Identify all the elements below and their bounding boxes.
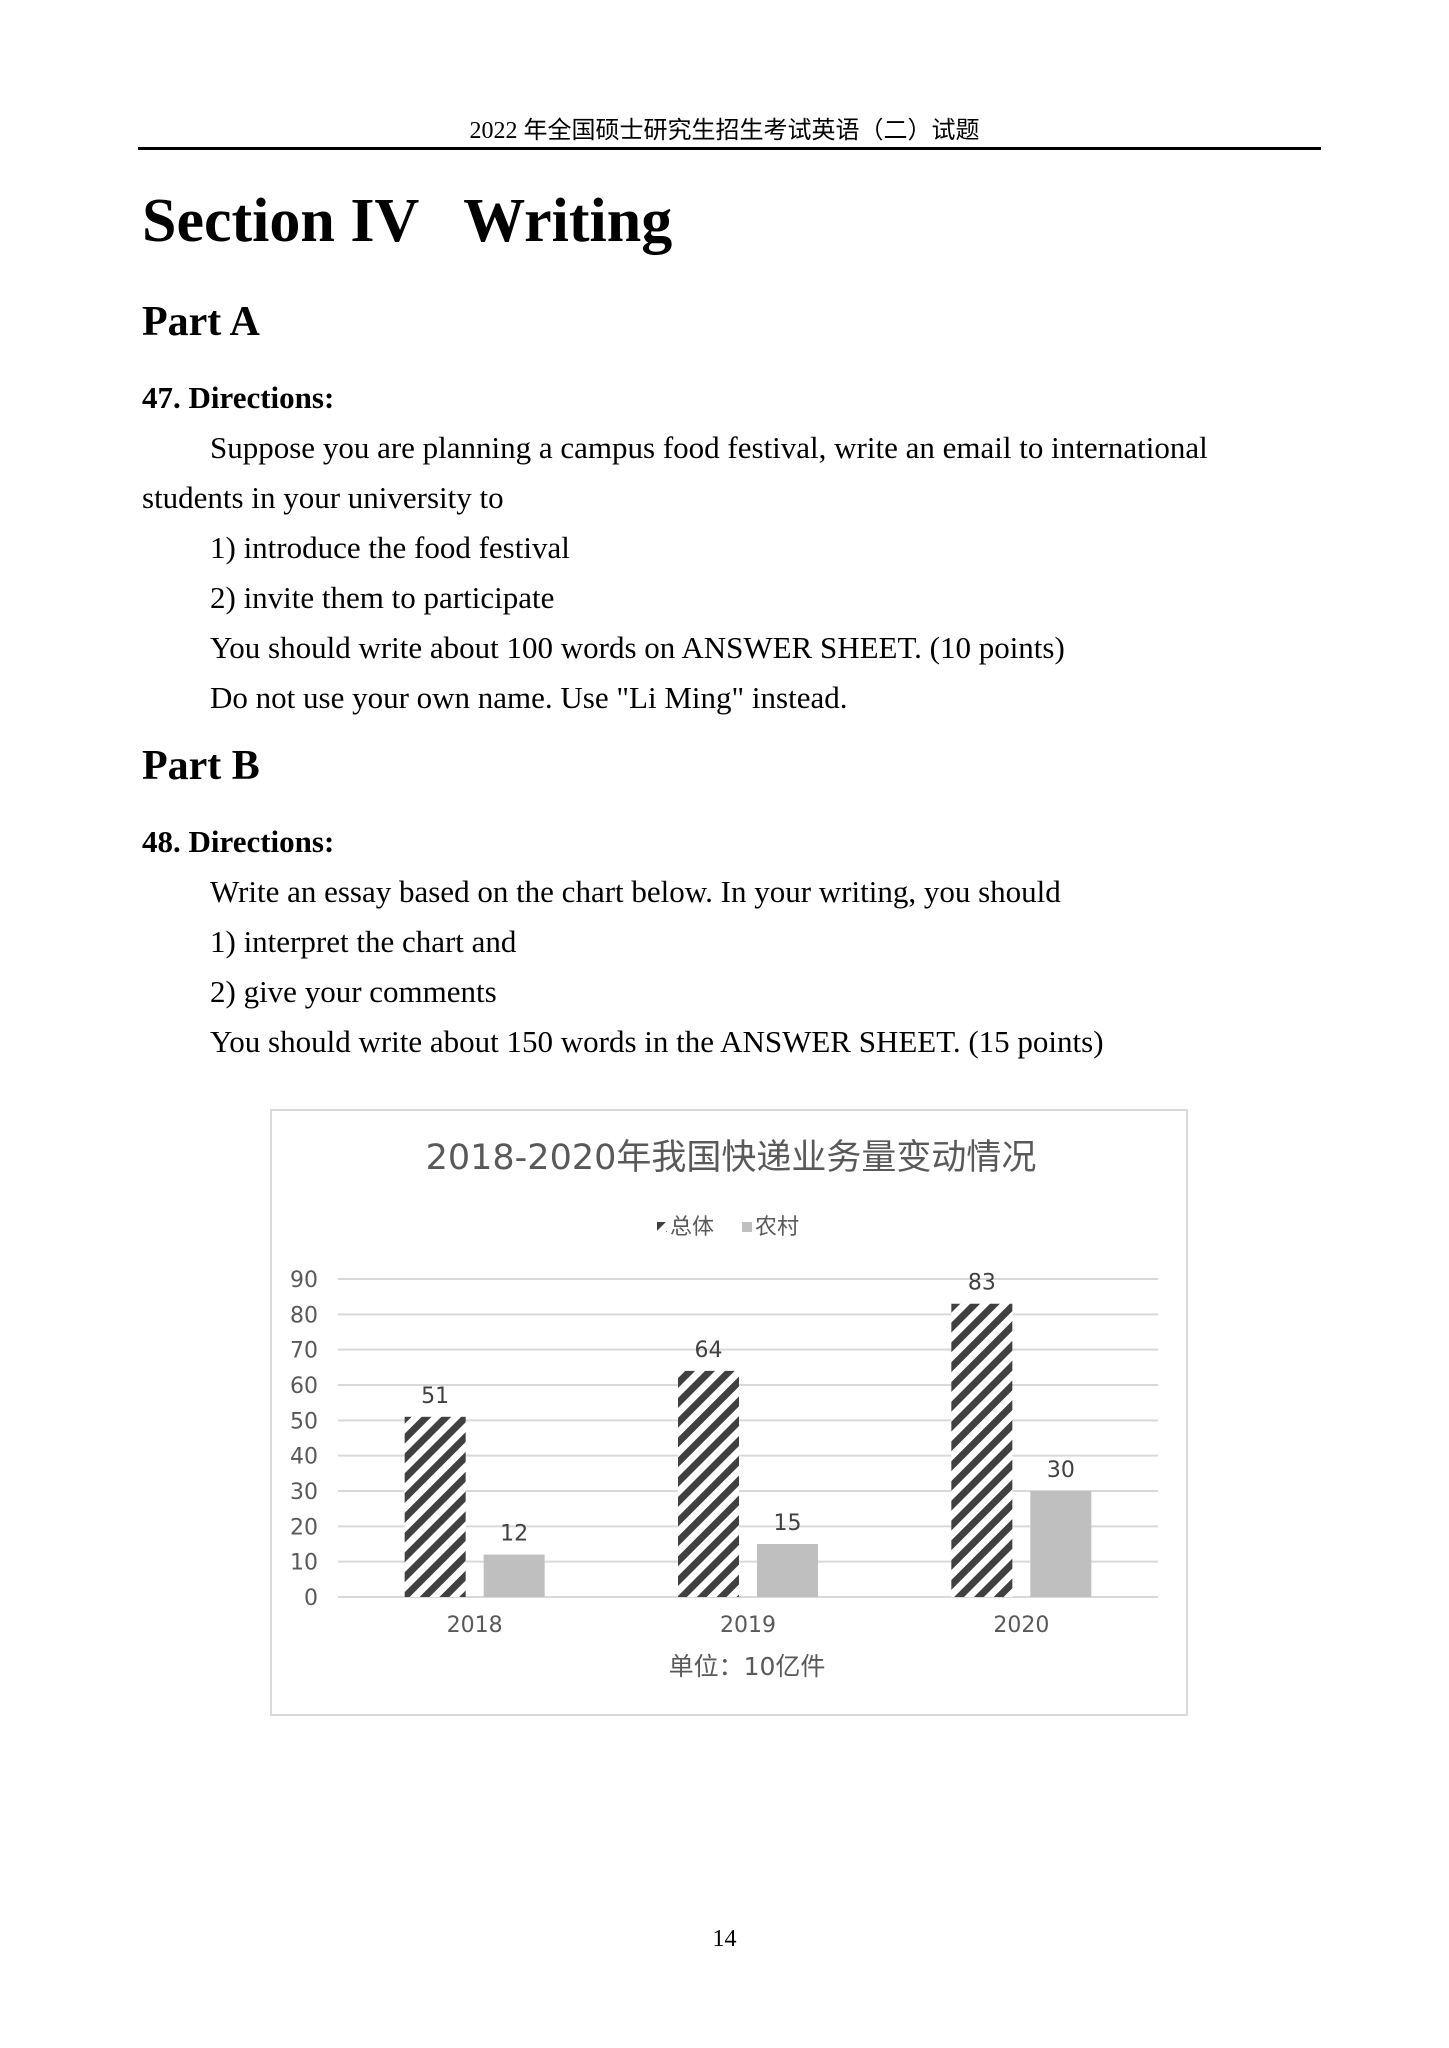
part-a-line: You should write about 100 words on ANSW…: [210, 630, 1065, 665]
legend-swatch-rural: [742, 1222, 752, 1232]
x-tick-label: 2020: [993, 1613, 1049, 1638]
section-number: Section IV: [142, 187, 420, 255]
bar-rural-2019: [757, 1544, 818, 1597]
y-tick-label: 30: [290, 1480, 318, 1505]
chart-container: 2018-2020年我国快递业务量变动情况总体 农村 0 10 20 30 40 50 60 70…: [270, 1109, 1188, 1716]
data-label: 51: [421, 1384, 449, 1409]
x-tick-label: 2018: [447, 1613, 503, 1638]
part-b-directions-label: 48. Directions:: [142, 824, 335, 859]
y-tick-label: 0: [304, 1586, 318, 1611]
chart-title: 2018-2020年我国快递业务量变动情况: [426, 1138, 1037, 1178]
legend-label-rural: 农村: [755, 1215, 799, 1240]
part-a-line: Suppose you are planning a campus food f…: [210, 430, 1208, 465]
data-label: 83: [968, 1271, 996, 1296]
part-b-title: Part B: [142, 743, 260, 789]
part-a-line: 1) introduce the food festival: [210, 530, 570, 565]
part-a-line: students in your university to: [142, 480, 504, 515]
data-label: 64: [695, 1338, 723, 1363]
legend-label-total: 总体: [670, 1215, 714, 1240]
bar-total-2020: [951, 1303, 1013, 1597]
y-tick-label: 10: [290, 1551, 318, 1576]
y-tick-label: 20: [290, 1515, 318, 1540]
data-label: 30: [1047, 1458, 1075, 1483]
y-tick-label: 80: [290, 1303, 318, 1328]
part-b-line: 1) interpret the chart and: [210, 924, 517, 959]
data-label: 15: [774, 1511, 802, 1536]
bar-rural-2020: [1030, 1491, 1092, 1597]
bar-total-2019: [678, 1370, 739, 1597]
page-header: 2022 年全国硕士研究生招生考试英语（二）试题: [469, 118, 980, 144]
legend-swatch-total: [657, 1222, 667, 1232]
part-a-directions-label: 47. Directions:: [142, 380, 335, 415]
bar-total-2018: [404, 1416, 466, 1597]
part-b-line: You should write about 150 words in the …: [210, 1024, 1104, 1059]
y-tick-label: 40: [290, 1445, 318, 1470]
part-a-title: Part A: [142, 299, 260, 345]
part-b-line: Write an essay based on the chart below.…: [210, 874, 1061, 909]
header-rule: [138, 147, 1321, 150]
x-axis-label: 单位：10亿件: [669, 1652, 826, 1681]
page-number: 14: [712, 1926, 737, 1952]
y-tick-label: 50: [290, 1409, 318, 1434]
y-tick-label: 90: [290, 1268, 318, 1293]
section-title: Section IV Writing: [142, 186, 716, 257]
data-label: 12: [500, 1522, 528, 1547]
y-tick-label: 60: [290, 1374, 318, 1399]
part-a-line: 2) invite them to participate: [210, 580, 555, 615]
part-b-line: 2) give your comments: [210, 974, 497, 1009]
bar-rural-2018: [483, 1554, 545, 1597]
x-tick-label: 2019: [720, 1613, 776, 1638]
part-a-line: Do not use your own name. Use "Li Ming" …: [210, 680, 848, 715]
section-name: Writing: [463, 187, 673, 255]
y-tick-label: 70: [290, 1339, 318, 1364]
